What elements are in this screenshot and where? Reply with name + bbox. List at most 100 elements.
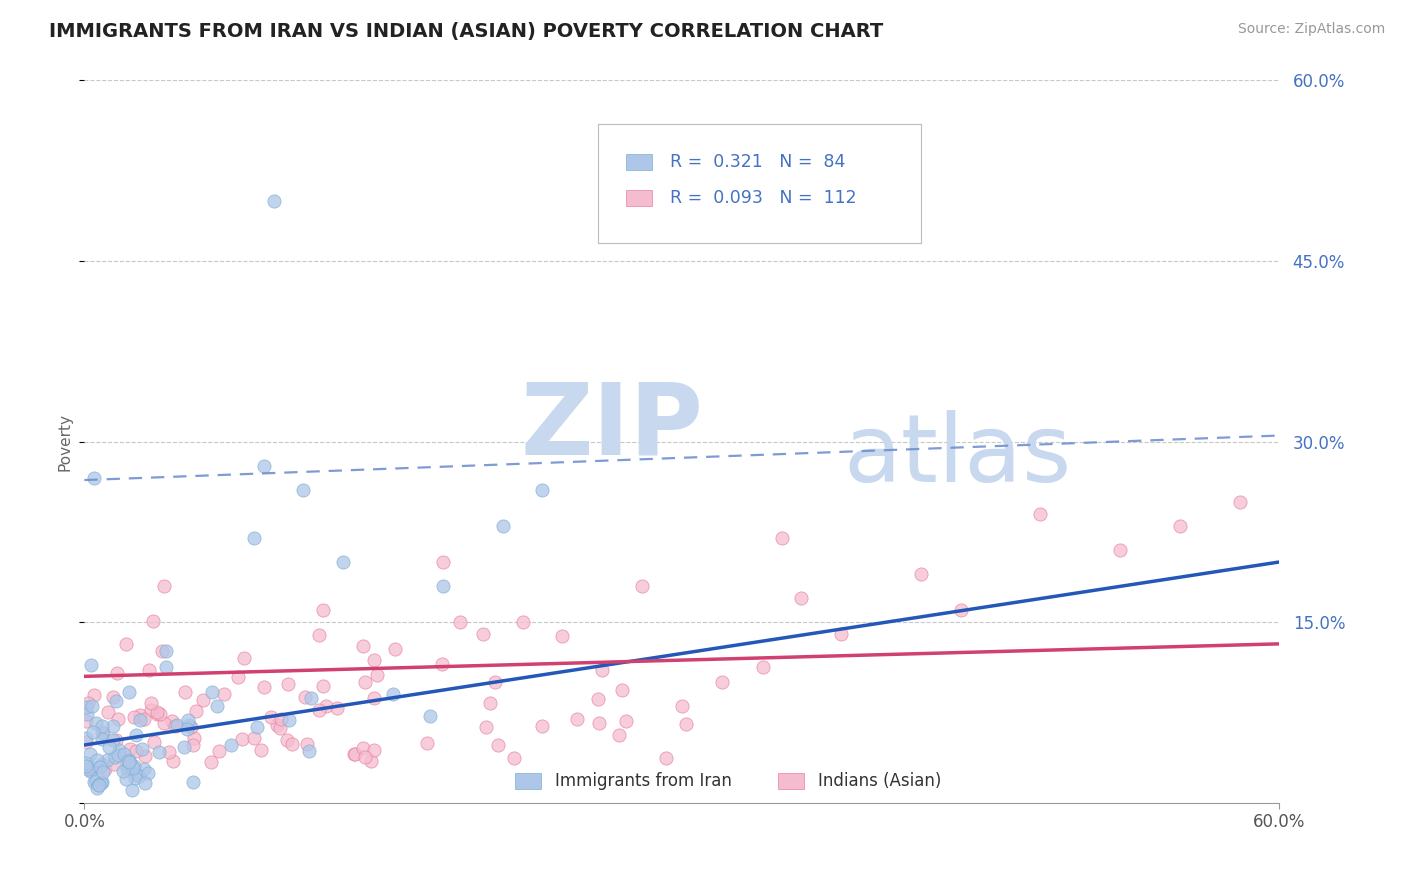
Point <box>76 696 98 710</box>
Point <box>142 735 165 749</box>
Point <box>125 767 148 781</box>
Point <box>107 712 129 726</box>
Point <box>486 738 509 752</box>
Point <box>277 677 299 691</box>
Point <box>565 713 588 727</box>
Point <box>125 743 148 757</box>
Point <box>120 742 142 756</box>
Point <box>124 771 146 785</box>
Point <box>242 731 264 745</box>
Point <box>91 774 114 789</box>
Point <box>134 776 156 790</box>
Point <box>292 483 315 497</box>
Point <box>298 744 321 758</box>
Point <box>294 690 316 704</box>
Point <box>165 719 187 733</box>
Point <box>103 749 125 764</box>
Point <box>173 684 195 698</box>
Point <box>179 718 201 732</box>
FancyBboxPatch shape <box>778 773 804 789</box>
Point <box>353 749 375 764</box>
Point <box>108 743 131 757</box>
Point <box>91 731 114 746</box>
Point <box>75 700 97 714</box>
Point <box>150 644 173 658</box>
Point <box>181 738 204 752</box>
Point <box>432 579 454 593</box>
Point <box>125 728 148 742</box>
Point <box>162 714 184 728</box>
Point <box>97 739 120 754</box>
Point <box>830 627 852 641</box>
Point <box>231 731 253 746</box>
Text: ZIP: ZIP <box>520 378 703 475</box>
Point <box>79 764 101 779</box>
Text: Source: ZipAtlas.com: Source: ZipAtlas.com <box>1237 22 1385 37</box>
Point <box>503 751 526 765</box>
Point <box>299 691 322 706</box>
Point <box>201 684 224 698</box>
Point <box>91 726 114 740</box>
Point <box>117 754 139 768</box>
Point <box>76 706 98 721</box>
Point <box>260 710 283 724</box>
Point <box>103 732 125 747</box>
Point <box>607 728 630 742</box>
Point <box>82 725 104 739</box>
Point <box>89 760 111 774</box>
Point <box>205 699 228 714</box>
Point <box>153 716 176 731</box>
Point <box>382 687 405 701</box>
Point <box>352 639 374 653</box>
Point <box>484 675 506 690</box>
FancyBboxPatch shape <box>599 124 921 243</box>
Point <box>449 615 471 629</box>
Point <box>83 470 105 484</box>
Point <box>1229 494 1251 508</box>
Point <box>138 663 160 677</box>
Point <box>180 720 202 734</box>
Point <box>155 660 177 674</box>
Point <box>118 753 141 767</box>
Point <box>83 775 105 789</box>
Point <box>790 591 813 605</box>
Point <box>308 703 330 717</box>
Point <box>219 738 242 752</box>
Text: Indians (Asian): Indians (Asian) <box>818 772 942 790</box>
Point <box>166 717 188 731</box>
Point <box>75 714 97 728</box>
Point <box>107 747 129 762</box>
Point <box>103 719 125 733</box>
Point <box>671 699 693 714</box>
Point <box>117 755 139 769</box>
Point <box>84 774 107 789</box>
Point <box>212 687 235 701</box>
Point <box>276 733 298 747</box>
Y-axis label: Poverty: Poverty <box>58 412 73 471</box>
Point <box>384 641 406 656</box>
Point <box>269 721 291 735</box>
Point <box>315 698 337 713</box>
Point <box>586 691 609 706</box>
Point <box>91 757 114 772</box>
Point <box>363 691 385 706</box>
Point <box>120 758 142 772</box>
Point <box>343 747 366 761</box>
Point <box>112 764 135 778</box>
Point <box>91 724 114 739</box>
Point <box>266 718 288 732</box>
Point <box>122 759 145 773</box>
Point <box>208 744 231 758</box>
Point <box>87 778 110 792</box>
FancyBboxPatch shape <box>515 773 541 789</box>
Point <box>432 555 454 569</box>
Point <box>80 699 103 714</box>
Point <box>86 781 108 796</box>
Point <box>366 668 388 682</box>
Point <box>128 769 150 783</box>
Point <box>183 731 205 746</box>
Point <box>551 629 574 643</box>
Point <box>80 657 103 672</box>
Point <box>146 706 169 720</box>
Point <box>136 766 159 780</box>
